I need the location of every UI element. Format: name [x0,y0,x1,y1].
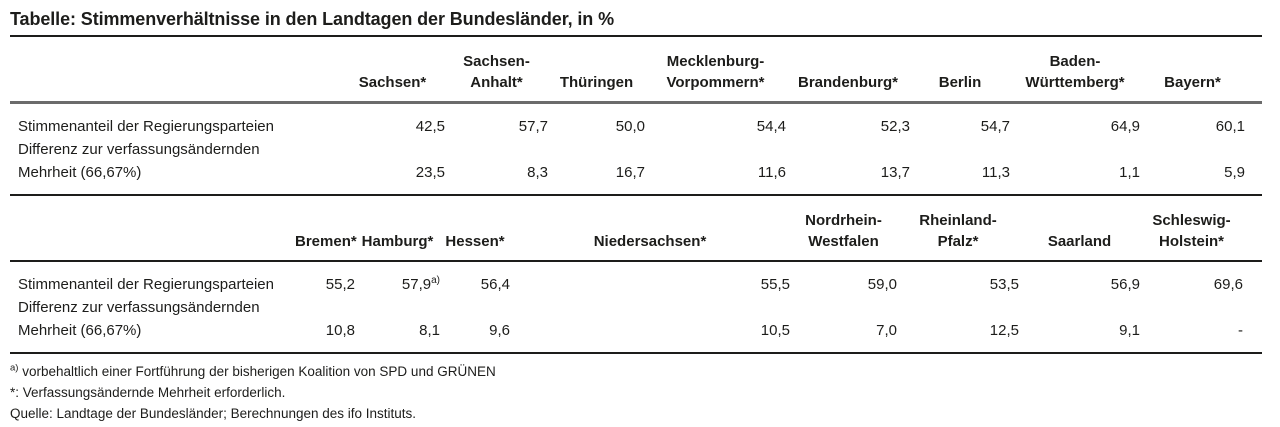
value-diff-berlin: 11,3 [910,138,1010,196]
footnote-asterisk: *: Verfassungsändernde Mehrheit erforder… [10,385,286,400]
value-share-thueringen: 50,0 [615,118,645,135]
header-hamburg: Hamburg* [355,196,440,262]
value-share-niedersachsen: 55,5 [760,276,790,293]
header-hessen: Hessen* [440,196,510,262]
value-diff-hessen: 9,6 [440,296,510,354]
row-label-diff-line2: Mehrheit (66,67%) [18,164,142,181]
value-share-mecklenburg-vorpommern: 54,4 [756,118,786,135]
footnote-a-marker: a) [10,362,19,374]
value-diff-bayern: 5,9 [1140,138,1245,196]
value-share-bremen: 55,2 [325,276,355,293]
row-share-north: Stimmenanteil der Regierungsparteien 42,… [10,103,1262,139]
row-label-diff: Differenz zur verfassungsändernden Mehrhe… [10,138,340,196]
footnote-a: a) vorbehaltlich einer Fortführung der b… [10,361,1262,382]
value-share-rheinland-pfalz: 53,5 [989,276,1019,293]
row-label-diff-line1: Differenz zur verfassungsändernden [18,299,260,316]
header-sachsen: Sachsen* [340,37,445,104]
header-spacer [1245,37,1262,104]
header-nordrhein-westfalen: Nordrhein- Westfalen [790,196,897,262]
spacer-cell [1243,261,1262,296]
page-title: Tabelle: Stimmenverhältnisse in den Land… [10,6,1262,37]
value-diff-rheinland-pfalz: 12,5 [897,296,1019,354]
spacer-cell [1243,296,1262,354]
value-diff-schleswig-holstein: - [1140,296,1243,354]
header-bayern: Bayern* [1140,37,1245,104]
value-diff-baden-wuerttemberg: 1,1 [1010,138,1140,196]
footnote-a-text: vorbehaltlich einer Fortführung der bish… [22,364,496,379]
header-empty [10,196,295,262]
value-diff-mecklenburg-vorpommern: 11,6 [645,138,786,196]
header-niedersachsen: Niedersachsen* [510,196,790,262]
value-diff-thueringen: 16,7 [548,138,645,196]
value-share-bayern: 60,1 [1215,118,1245,135]
row-label-diff-line2: Mehrheit (66,67%) [18,322,142,339]
value-diff-sachsen: 23,5 [340,138,445,196]
value-share-sachsen-anhalt: 57,7 [518,118,548,135]
value-share-sachsen: 42,5 [415,118,445,135]
value-diff-saarland: 9,1 [1019,296,1140,354]
header-schleswig-holstein: Schleswig- Holstein* [1140,196,1243,262]
table-south: Bremen* Hamburg* Hessen* Niedersachsen* … [10,196,1262,354]
value-diff-brandenburg: 13,7 [786,138,910,196]
header-baden-wuerttemberg: Baden- Württemberg* [1010,37,1140,104]
source-line: Quelle: Landtage der Bundesländer; Berec… [10,406,417,421]
value-share-brandenburg: 52,3 [880,118,910,135]
value-diff-hamburg: 8,1 [355,296,440,354]
header-spacer [1243,196,1262,262]
share-hamburg-number: 57,9 [401,276,432,293]
header-berlin: Berlin [910,37,1010,104]
value-diff-niedersachsen: 10,5 [510,296,790,354]
value-diff-bremen: 10,8 [295,296,355,354]
table-north: Sachsen* Sachsen- Anhalt* Thüringen Meck… [10,37,1262,196]
value-share-hamburg: 57,9a) [355,261,440,296]
share-hamburg-footnote-marker: a) [431,275,440,286]
row-label-share: Stimmenanteil der Regierungsparteien [18,276,274,293]
header-mecklenburg-vorpommern: Mecklenburg- Vorpommern* [645,37,786,104]
spacer-cell [1245,103,1262,139]
header-empty [10,37,340,104]
row-label-diff: Differenz zur verfassungsändernden Mehrhe… [10,296,295,354]
spacer-cell [1245,138,1262,196]
header-row-south: Bremen* Hamburg* Hessen* Niedersachsen* … [10,196,1262,262]
header-bremen: Bremen* [295,196,357,262]
header-sachsen-anhalt: Sachsen- Anhalt* [445,37,548,104]
value-share-saarland: 56,9 [1110,276,1140,293]
value-share-baden-wuerttemberg: 64,9 [1110,118,1140,135]
value-diff-nordrhein-westfalen: 7,0 [790,296,897,354]
header-brandenburg: Brandenburg* [786,37,910,104]
value-share-nordrhein-westfalen: 59,0 [867,276,897,293]
header-thueringen: Thüringen [548,37,645,104]
value-share-schleswig-holstein: 69,6 [1213,276,1243,293]
header-row-north: Sachsen* Sachsen- Anhalt* Thüringen Meck… [10,37,1262,104]
header-saarland: Saarland [1019,196,1140,262]
row-diff-south: Differenz zur verfassungsändernden Mehrhe… [10,296,1262,354]
row-label-share: Stimmenanteil der Regierungsparteien [18,118,274,135]
footnotes: a) vorbehaltlich einer Fortführung der b… [10,361,1262,424]
value-share-hessen: 56,4 [480,276,510,293]
value-share-berlin: 54,7 [980,118,1010,135]
row-share-south: Stimmenanteil der Regierungsparteien 55,… [10,261,1262,296]
row-label-diff-line1: Differenz zur verfassungsändernden [18,141,260,158]
row-diff-north: Differenz zur verfassungsändernden Mehrhe… [10,138,1262,196]
value-diff-sachsen-anhalt: 8,3 [445,138,548,196]
header-rheinland-pfalz: Rheinland- Pfalz* [897,196,1019,262]
